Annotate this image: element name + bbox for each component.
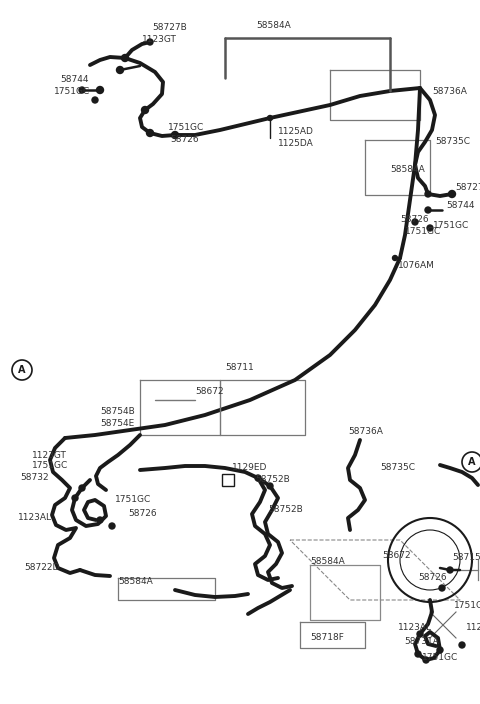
Text: 1125DA: 1125DA [278, 139, 314, 148]
Text: 58727B: 58727B [455, 184, 480, 192]
Text: 58736A: 58736A [348, 427, 383, 436]
Circle shape [109, 523, 115, 529]
Text: 58736A: 58736A [432, 87, 467, 96]
Circle shape [92, 97, 98, 103]
Text: 58718F: 58718F [310, 634, 344, 643]
Text: 58727B: 58727B [152, 23, 187, 32]
Text: 1123GT: 1123GT [32, 451, 67, 460]
Text: 1751GC: 1751GC [405, 227, 441, 237]
Circle shape [97, 517, 103, 523]
Text: 58731A: 58731A [404, 638, 439, 646]
Text: 58726: 58726 [128, 508, 156, 517]
Circle shape [393, 256, 397, 260]
Circle shape [267, 115, 273, 120]
Text: 58732: 58732 [20, 474, 48, 482]
Circle shape [72, 495, 78, 501]
Circle shape [255, 475, 261, 481]
Text: 58672: 58672 [382, 551, 410, 560]
Text: 58754E: 58754E [100, 418, 134, 427]
Text: 58722D: 58722D [24, 563, 60, 572]
Text: 1751GC: 1751GC [433, 220, 469, 230]
Circle shape [425, 191, 431, 197]
Circle shape [171, 132, 179, 139]
Text: 58754B: 58754B [100, 408, 135, 417]
Text: 58735C: 58735C [380, 463, 415, 472]
Circle shape [117, 66, 123, 73]
Circle shape [121, 54, 129, 61]
Circle shape [412, 219, 418, 225]
Text: 58735C: 58735C [435, 137, 470, 146]
Circle shape [142, 106, 148, 113]
Circle shape [437, 647, 443, 653]
Circle shape [423, 657, 429, 663]
Circle shape [425, 207, 431, 213]
Circle shape [439, 585, 445, 591]
Circle shape [415, 651, 421, 657]
Text: 1125AD: 1125AD [278, 127, 314, 137]
Text: 1123GT: 1123GT [466, 624, 480, 632]
Text: 1076AM: 1076AM [398, 260, 435, 270]
Text: 58715I: 58715I [452, 553, 480, 562]
Circle shape [459, 642, 465, 648]
Text: 58672: 58672 [195, 387, 224, 396]
Text: 1751GC: 1751GC [115, 496, 151, 505]
Text: 1751GC: 1751GC [454, 601, 480, 610]
Circle shape [79, 87, 85, 93]
Bar [222, 474, 234, 486]
Text: 58584A: 58584A [118, 577, 153, 586]
Text: 1123AL: 1123AL [18, 513, 52, 522]
Text: 1751GC: 1751GC [168, 123, 204, 132]
Text: 58711: 58711 [225, 363, 254, 372]
Text: 1129ED: 1129ED [232, 463, 267, 472]
Text: 58584A: 58584A [390, 165, 425, 175]
Text: 58744: 58744 [60, 75, 88, 84]
Text: 58584A: 58584A [256, 20, 291, 30]
Text: 58744: 58744 [446, 201, 475, 210]
Text: 58726: 58726 [170, 135, 199, 144]
Circle shape [417, 631, 423, 637]
Circle shape [448, 191, 456, 198]
Text: 58726: 58726 [418, 572, 446, 582]
Circle shape [146, 130, 154, 137]
Text: 1123AL: 1123AL [398, 624, 432, 632]
Text: A: A [468, 457, 476, 467]
Circle shape [427, 225, 433, 231]
Circle shape [267, 483, 273, 489]
Text: 1751GC: 1751GC [32, 462, 68, 470]
Text: 58752B: 58752B [255, 475, 290, 484]
Text: A: A [18, 365, 26, 375]
Text: 58726: 58726 [400, 215, 429, 225]
Circle shape [79, 485, 85, 491]
Circle shape [96, 87, 104, 94]
Text: 1751GC: 1751GC [54, 87, 90, 96]
Text: 58752B: 58752B [268, 505, 303, 515]
Circle shape [447, 567, 453, 573]
Text: 1751GC: 1751GC [422, 653, 458, 662]
Text: 1123GT: 1123GT [142, 35, 177, 44]
Circle shape [147, 39, 153, 45]
Text: 58584A: 58584A [310, 558, 345, 567]
